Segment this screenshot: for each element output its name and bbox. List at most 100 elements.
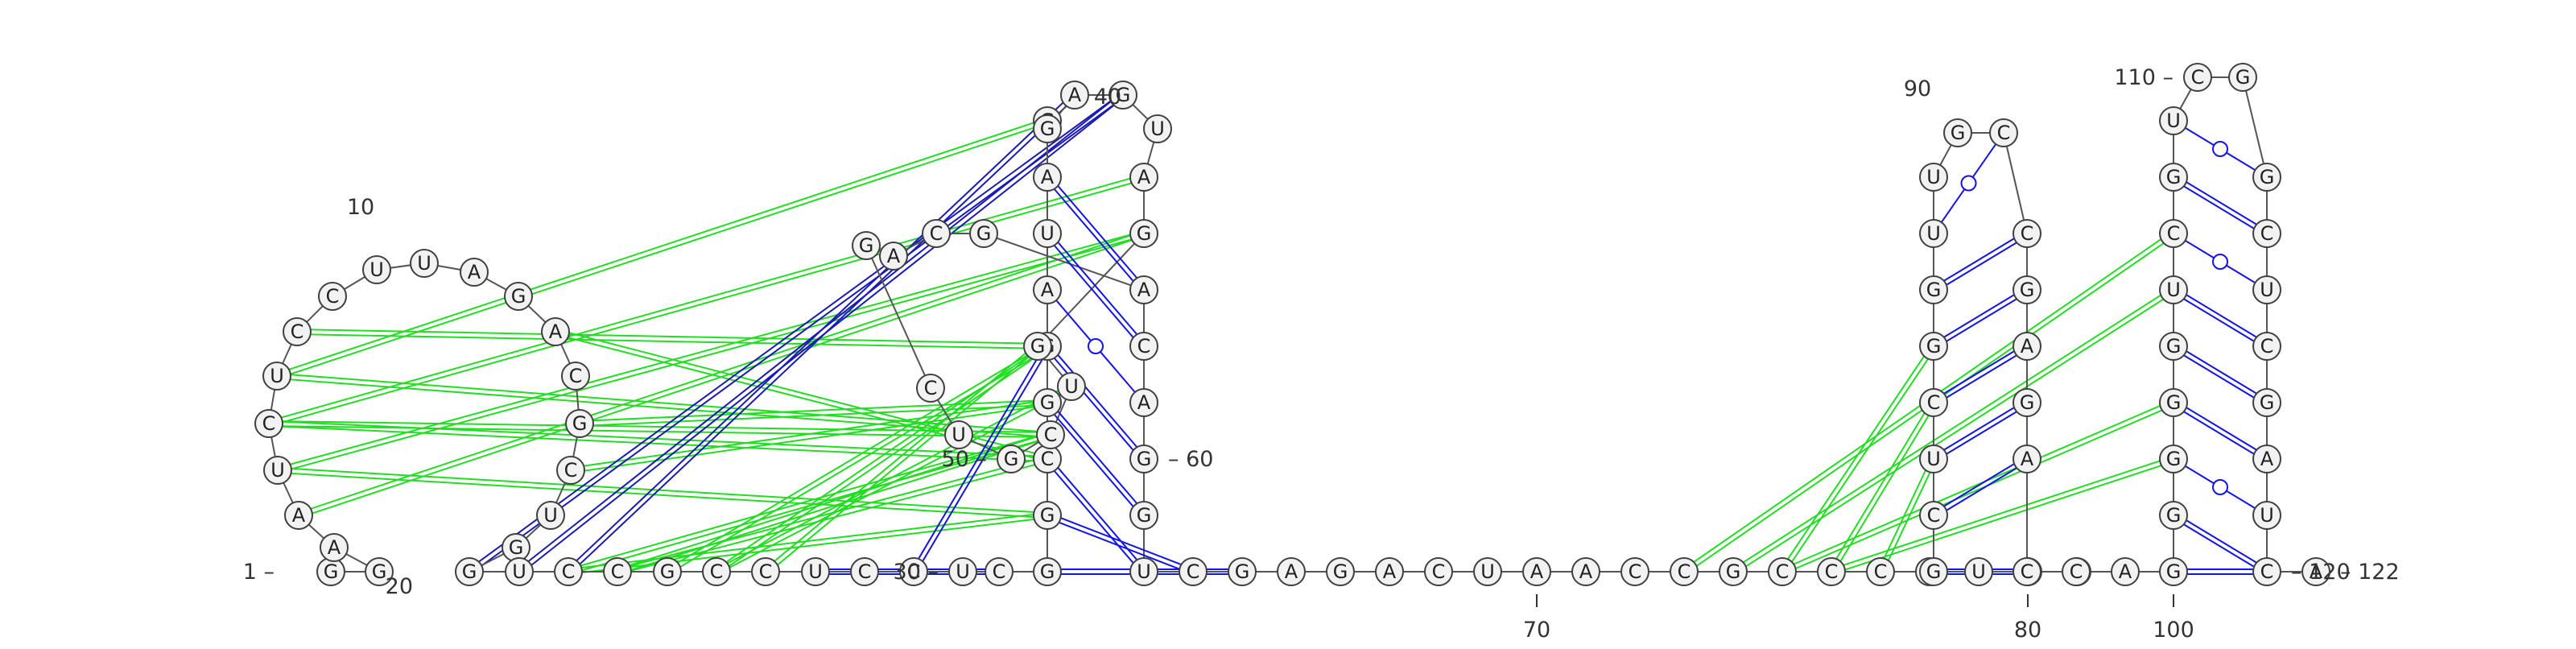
nucleotide: A — [1571, 557, 1600, 586]
nucleotide-letter: C — [262, 412, 276, 435]
nucleotide-circle — [1473, 557, 1502, 586]
nucleotide-circle — [2252, 557, 2281, 586]
nucleotide-letter: G — [2260, 166, 2275, 188]
nucleotide-letter: A — [1579, 560, 1593, 583]
nucleotide-letter: C — [2260, 335, 2274, 358]
nucleotide-circle — [1670, 557, 1699, 586]
base-pairs-layer — [829, 126, 2257, 575]
nucleotide-circle — [1919, 219, 1948, 248]
wobble-pair-marker — [2212, 479, 2228, 495]
nucleotide-circle — [1943, 118, 1972, 147]
nucleotide: G — [653, 557, 682, 586]
nucleotide-circle — [1129, 444, 1158, 473]
interaction-line — [714, 343, 1046, 571]
nucleotide: A — [1033, 163, 1062, 192]
nucleotide-circle — [1129, 219, 1158, 248]
nucleotide-circle — [1919, 275, 1948, 304]
nucleotide: G — [2159, 444, 2188, 473]
nucleotide: G — [1033, 388, 1062, 417]
wobble-pair-line — [1940, 188, 1966, 223]
position-label: 50 – — [942, 447, 987, 472]
nucleotide: C — [603, 557, 632, 586]
nucleotide: A — [1522, 557, 1551, 586]
nucleotide: C — [922, 219, 951, 248]
nucleotide-letter: C — [611, 560, 625, 583]
nucleotide-letter: G — [2166, 391, 2182, 414]
nucleotide: C — [1768, 557, 1797, 586]
nucleotide-letter: C — [564, 459, 578, 482]
nucleotide: G — [1228, 557, 1257, 586]
nucleotide-letter: C — [326, 285, 340, 308]
nucleotide-letter: G — [2020, 391, 2035, 414]
position-label: 10 — [347, 195, 374, 220]
nucleotide-letter: C — [291, 320, 304, 343]
nucleotide-circle — [554, 557, 583, 586]
interaction-line — [267, 174, 1144, 423]
nucleotide-letter: A — [468, 261, 481, 283]
nucleotide-letter: G — [1926, 560, 1942, 583]
nucleotide-circle — [2013, 444, 2041, 473]
nucleotide: A — [1033, 275, 1062, 304]
nucleotide: U — [948, 557, 977, 586]
nucleotide-circle — [254, 409, 283, 438]
nucleotide: A — [1060, 81, 1089, 110]
nucleotide-circle — [2013, 219, 2041, 248]
nucleotide: U — [536, 501, 565, 530]
nucleotide-circle — [1571, 557, 1600, 586]
nucleotide-circle — [1036, 420, 1065, 449]
nucleotide-circle — [801, 557, 830, 586]
nucleotide: U — [262, 362, 291, 391]
nucleotide-circle — [1919, 501, 1948, 530]
nucleotide-circle — [2013, 388, 2041, 417]
nucleotide-circle — [922, 219, 951, 248]
nucleotide-letter: C — [569, 365, 583, 387]
nucleotide-letter: G — [1040, 118, 1055, 140]
nucleotide-letter: A — [1285, 560, 1298, 583]
nucleotide-letter: A — [2310, 560, 2323, 583]
base-pair-line — [1943, 294, 2015, 338]
position-label: 110 – — [2114, 65, 2174, 90]
base-pair-line — [1946, 467, 2017, 511]
nucleotide: C — [561, 362, 590, 391]
nucleotide: C — [1033, 444, 1062, 473]
nucleotide: A — [284, 501, 313, 530]
nucleotide: U — [2252, 275, 2281, 304]
nucleotide-circle — [751, 557, 780, 586]
position-label: – 122 — [2340, 560, 2400, 585]
nucleotide-letter: U — [1926, 166, 1941, 188]
nucleotide-circle — [504, 282, 533, 311]
backbone-segment — [865, 245, 931, 389]
nucleotide: C — [850, 557, 879, 586]
base-pair-line — [1057, 411, 1137, 504]
nucleotide-circle — [1033, 219, 1062, 248]
nucleotide: A — [1129, 275, 1158, 304]
nucleotide-circle — [2159, 275, 2188, 304]
base-pair-line — [1946, 411, 2017, 455]
interaction-line — [570, 399, 1047, 469]
nucleotide-letter: U — [543, 504, 558, 527]
nucleotide-circle — [2062, 557, 2091, 586]
nucleotide: C — [751, 557, 780, 586]
nucleotide: U — [263, 456, 292, 485]
nucleotide-circle — [1143, 114, 1172, 143]
nucleotide-circle — [1179, 557, 1208, 586]
position-label: 1 – — [243, 560, 275, 585]
nucleotide: C — [2062, 557, 2091, 586]
nucleotide-letter: U — [2260, 279, 2274, 301]
nucleotide-letter: C — [562, 560, 576, 583]
nucleotide: U — [2159, 106, 2188, 135]
nucleotide-circle — [262, 362, 291, 391]
nucleotide: C — [2252, 332, 2281, 361]
nucleotide-circle — [565, 409, 594, 438]
nucleotide-circle — [2159, 444, 2188, 473]
nucleotide-letter: C — [2167, 222, 2181, 245]
nucleotide-letter: A — [2260, 448, 2274, 470]
nucleotide-circle — [2013, 332, 2041, 361]
nucleotide-letter: C — [858, 560, 872, 583]
nucleotide-letter: C — [1825, 560, 1839, 583]
nucleotide-letter: U — [1150, 118, 1165, 140]
nucleotide-circle — [2013, 557, 2041, 586]
nucleotide-letter: C — [2021, 222, 2034, 245]
nucleotide-circle — [1129, 557, 1158, 586]
nucleotide: C — [1620, 557, 1649, 586]
